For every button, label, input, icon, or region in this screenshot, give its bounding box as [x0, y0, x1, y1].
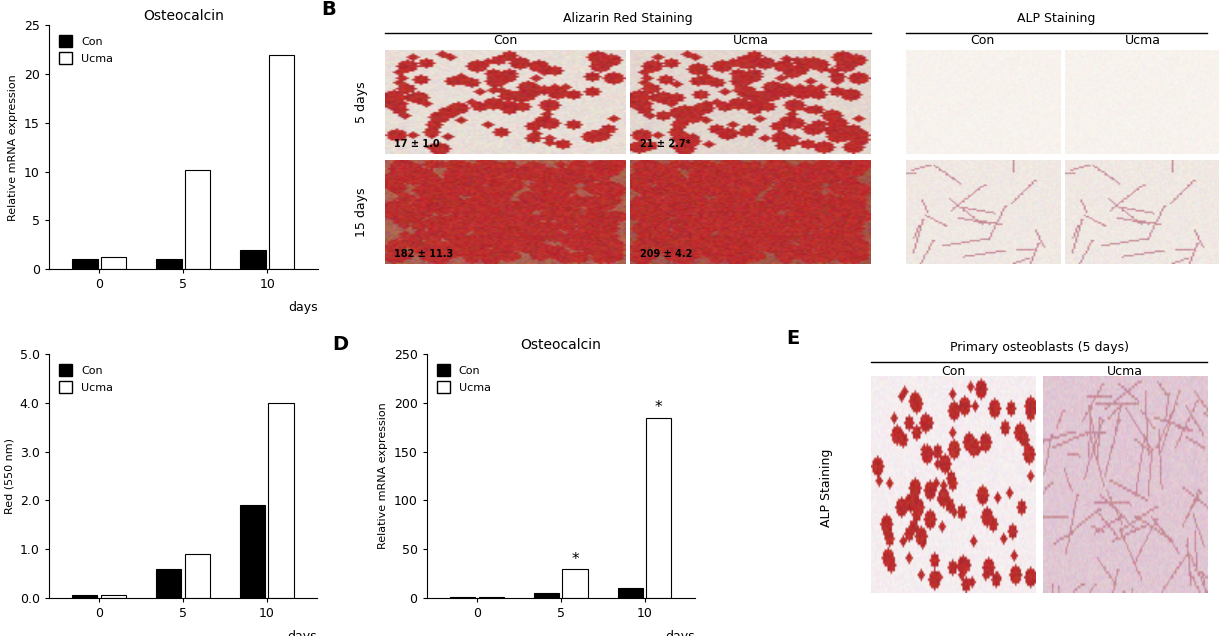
Text: D: D	[333, 335, 349, 354]
Text: Con: Con	[970, 34, 995, 46]
Text: *: *	[655, 399, 663, 415]
Text: ALP Staining: ALP Staining	[1017, 13, 1096, 25]
Text: 17 ± 1.0: 17 ± 1.0	[395, 139, 440, 149]
Title: Osteocalcin: Osteocalcin	[521, 338, 601, 352]
Text: B: B	[322, 0, 336, 19]
Bar	[185, 170, 210, 269]
Bar	[240, 249, 266, 269]
Bar	[72, 259, 98, 269]
Title: Osteocalcin: Osteocalcin	[143, 9, 224, 23]
Text: 182 ± 11.3: 182 ± 11.3	[395, 249, 453, 259]
Bar	[72, 595, 98, 598]
Legend: Con, Ucma: Con, Ucma	[55, 360, 117, 397]
Text: Primary osteoblasts (5 days): Primary osteoblasts (5 days)	[950, 342, 1129, 354]
Bar	[101, 595, 126, 598]
Bar	[562, 569, 588, 598]
Text: Con: Con	[492, 34, 517, 46]
Text: days: days	[288, 301, 318, 314]
Legend: Con, Ucma: Con, Ucma	[432, 360, 495, 397]
Legend: Con, Ucma: Con, Ucma	[55, 31, 117, 68]
Text: E: E	[786, 329, 800, 348]
Bar	[479, 597, 503, 598]
Bar	[646, 418, 672, 598]
Y-axis label: Absorbance of Alizarin
Red (550 nm): Absorbance of Alizarin Red (550 nm)	[0, 413, 15, 539]
Bar	[240, 505, 265, 598]
Bar	[184, 554, 210, 598]
Text: 21 ± 2.7*: 21 ± 2.7*	[640, 139, 691, 149]
Bar	[156, 569, 182, 598]
Bar	[618, 588, 642, 598]
Bar	[156, 259, 182, 269]
Y-axis label: Relative mRNA expression: Relative mRNA expression	[9, 74, 18, 221]
Text: 15 days: 15 days	[355, 187, 368, 237]
Text: ALP Staining: ALP Staining	[820, 449, 833, 527]
Text: *: *	[572, 551, 579, 567]
Text: Alizarin Red Staining: Alizarin Red Staining	[563, 13, 692, 25]
Text: Ucma: Ucma	[1107, 365, 1142, 378]
Text: days: days	[288, 630, 317, 636]
Text: Ucma: Ucma	[733, 34, 769, 46]
Text: days: days	[666, 630, 695, 636]
Text: Ucma: Ucma	[1124, 34, 1160, 46]
Text: 5 days: 5 days	[355, 81, 368, 123]
Text: 209 ± 4.2: 209 ± 4.2	[640, 249, 692, 259]
Text: Con: Con	[941, 365, 965, 378]
Bar	[450, 597, 475, 598]
Bar	[534, 593, 560, 598]
Bar	[269, 55, 294, 269]
Bar	[268, 403, 294, 598]
Bar	[101, 258, 126, 269]
Y-axis label: Relative mRNA expression: Relative mRNA expression	[378, 403, 388, 550]
